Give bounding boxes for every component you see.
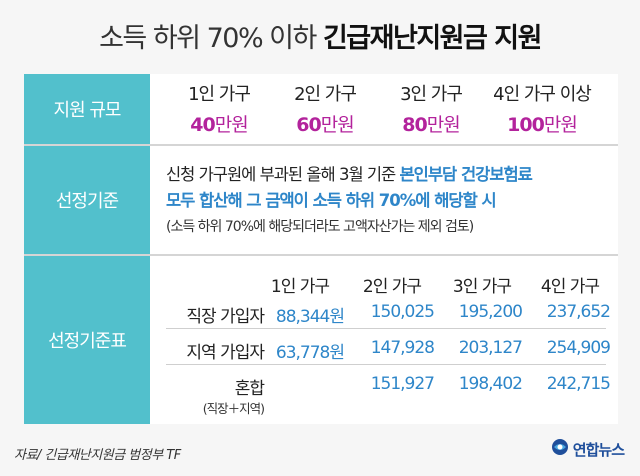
table-cell: 203,127	[458, 338, 523, 358]
table-header: 3인 가구	[452, 277, 512, 297]
criteria-text: 신청 가구원에 부과된 올해 3월 기준 본인부담 건강보험료 모두 합산해 그…	[166, 162, 533, 240]
table-cell: 195,200	[458, 302, 523, 322]
scale-item: 1인 가구 40만원	[164, 80, 274, 137]
table-row-label: 직장 가입자	[186, 307, 265, 327]
info-card: 지원 규모 선정기준 선정기준표 1인 가구 40만원 2인 가구 60만원 3…	[24, 74, 618, 424]
globe-icon	[551, 438, 569, 460]
table-label: 선정기준표	[24, 256, 150, 424]
table-row-divider	[166, 328, 606, 329]
criteria-line-1: 신청 가구원에 부과된 올해 3월 기준 본인부담 건강보험료	[166, 165, 533, 184]
table-cell: 242,715	[546, 374, 611, 394]
scale-label: 지원 규모	[24, 74, 150, 144]
table-cell: 63,778원	[275, 343, 345, 363]
criteria-label: 선정기준	[24, 146, 150, 254]
scale-item: 4인 가구 이상 100만원	[474, 80, 610, 137]
scale-item: 2인 가구 60만원	[270, 80, 380, 137]
title-light: 소득 하위 70% 이하	[99, 23, 323, 54]
scale-household: 4인 가구 이상	[493, 84, 592, 105]
criteria-line-2: 모두 합산해 그 금액이 소득 하위 70%에 해당할 시	[166, 191, 497, 210]
table-row-sublabel: (직장＋지역)	[202, 401, 265, 416]
scale-amount: 80만원	[402, 114, 460, 136]
yonhap-logo: 연합뉴스	[551, 438, 625, 460]
scale-item: 3인 가구 80만원	[376, 80, 486, 137]
table-header: 2인 가구	[362, 277, 422, 297]
table-cell: 254,909	[546, 338, 611, 358]
table-cell: 147,928	[370, 338, 435, 358]
row-divider	[24, 144, 618, 146]
scale-amount: 60만원	[296, 114, 354, 136]
table-cell: 237,652	[546, 302, 611, 322]
row-divider	[24, 254, 618, 256]
table-cell: 150,025	[370, 302, 435, 322]
logo-text: 연합뉴스	[572, 440, 625, 459]
page-title: 소득 하위 70% 이하 긴급재난지원금 지원	[0, 16, 640, 55]
table-header: 1인 가구	[270, 277, 330, 297]
criteria-note: (소득 하위 70%에 해당되더라도 고액자산가는 제외 검토)	[166, 219, 474, 235]
scale-amount: 100만원	[507, 114, 578, 136]
source-note: 자료/ 긴급재난지원금 범정부 TF	[14, 448, 181, 463]
table-row-label: 혼합	[234, 379, 265, 399]
table-row-divider	[166, 364, 606, 365]
table-cell: 88,344원	[275, 307, 345, 327]
scale-household: 2인 가구	[294, 84, 357, 105]
table-cell: 151,927	[370, 374, 435, 394]
scale-household: 3인 가구	[400, 84, 463, 105]
table-header: 4인 가구	[540, 277, 600, 297]
table-cell: 198,402	[458, 374, 523, 394]
table-row-label: 지역 가입자	[186, 343, 265, 363]
scale-household: 1인 가구	[188, 84, 251, 105]
title-bold: 긴급재난지원금 지원	[322, 23, 542, 54]
scale-amount: 40만원	[190, 114, 248, 136]
